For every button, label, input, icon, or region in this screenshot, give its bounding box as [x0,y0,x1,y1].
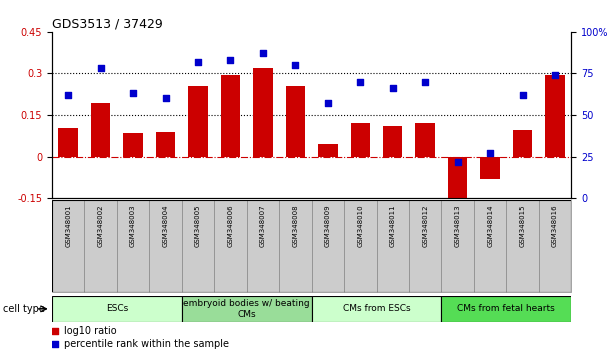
Point [50,341,60,347]
Point [420,79,430,85]
Text: CMs from fetal hearts: CMs from fetal hearts [458,304,555,313]
Point [225,57,235,63]
Bar [247,200,279,292]
Bar [182,200,214,292]
Point [193,59,203,65]
Bar [84,200,117,292]
Text: GSM348001: GSM348001 [65,205,71,247]
Text: GSM348006: GSM348006 [227,205,233,247]
Text: GSM348004: GSM348004 [163,205,169,247]
Point [128,91,138,96]
Text: GSM348016: GSM348016 [552,205,558,247]
Bar [117,200,149,292]
Point [96,65,106,71]
Point [290,62,300,68]
Text: GSM348003: GSM348003 [130,205,136,247]
Bar [546,75,565,156]
Text: CMs from ESCs: CMs from ESCs [343,304,411,313]
Text: GSM348008: GSM348008 [293,205,298,247]
Bar [91,103,111,156]
Text: percentile rank within the sample: percentile rank within the sample [64,339,229,349]
Point [50,328,60,333]
Text: GSM348009: GSM348009 [325,205,331,247]
Bar [442,296,571,322]
Text: GDS3513 / 37429: GDS3513 / 37429 [52,18,163,31]
Bar [513,130,532,156]
Bar [474,200,507,292]
Bar [52,200,84,292]
Point [258,51,268,56]
Bar [480,156,500,179]
Point [518,92,527,98]
Bar [59,127,78,156]
Bar [286,86,305,156]
Bar [214,200,247,292]
Bar [182,296,312,322]
Text: GSM348002: GSM348002 [98,205,104,247]
Point [453,159,463,165]
Text: GSM348005: GSM348005 [195,205,201,247]
Bar [448,156,467,205]
Bar [156,132,175,156]
Bar [312,200,344,292]
Bar [318,144,338,156]
Bar [188,86,208,156]
Text: GSM348011: GSM348011 [390,205,396,247]
Text: GSM348015: GSM348015 [519,205,525,247]
Text: GSM348010: GSM348010 [357,205,364,247]
Text: GSM348012: GSM348012 [422,205,428,247]
Bar [409,200,442,292]
Text: log10 ratio: log10 ratio [64,326,117,336]
Point [323,101,333,106]
Point [356,79,365,85]
Bar [539,200,571,292]
Bar [351,124,370,156]
Point [485,150,495,156]
Point [161,96,170,101]
Text: GSM348007: GSM348007 [260,205,266,247]
Text: GSM348014: GSM348014 [487,205,493,247]
Bar [344,200,376,292]
Bar [279,200,312,292]
Bar [507,200,539,292]
Bar [52,296,182,322]
Point [64,92,73,98]
Point [388,86,398,91]
Bar [149,200,182,292]
Text: ESCs: ESCs [106,304,128,313]
Text: GSM348013: GSM348013 [455,205,461,247]
Bar [376,200,409,292]
Text: cell type: cell type [3,304,45,314]
Bar [123,133,143,156]
Point [550,72,560,78]
Bar [253,68,273,156]
Text: embryoid bodies w/ beating
CMs: embryoid bodies w/ beating CMs [183,299,310,319]
Bar [383,126,403,156]
Bar [221,75,240,156]
Bar [312,296,442,322]
Bar [442,200,474,292]
Bar [415,124,435,156]
